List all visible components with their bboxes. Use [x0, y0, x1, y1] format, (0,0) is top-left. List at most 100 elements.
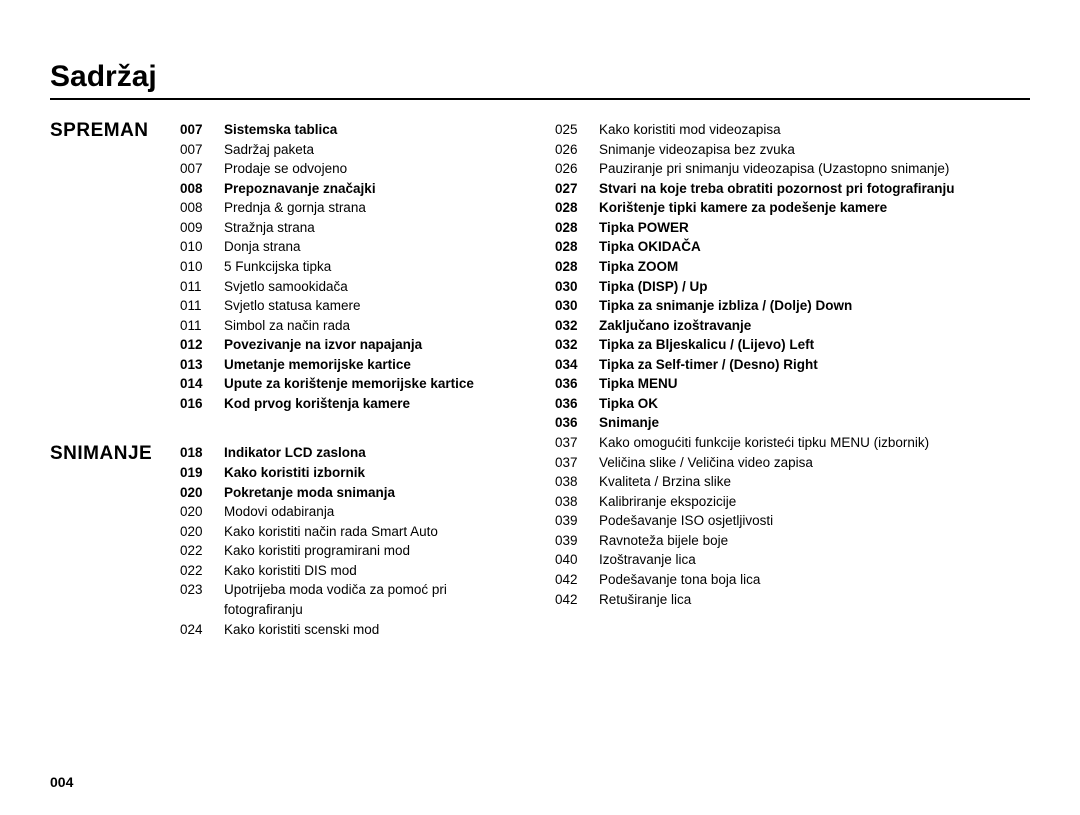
toc-entry-text: Tipka POWER — [599, 218, 1030, 238]
toc-row: 038Kalibriranje ekspozicije — [555, 492, 1030, 512]
toc-page-num: 020 — [180, 522, 224, 542]
toc-row: 023Upotrijeba moda vodiča za pomoć pri f… — [180, 580, 525, 619]
toc-page-num: 028 — [555, 237, 599, 257]
toc-page-num: 018 — [180, 443, 224, 463]
toc-row: 036Tipka MENU — [555, 374, 1030, 394]
toc-entry-text: Kvaliteta / Brzina slike — [599, 472, 1030, 492]
toc-page-num: 042 — [555, 590, 599, 610]
toc-page-num: 037 — [555, 453, 599, 473]
toc-entry-text: Retuširanje lica — [599, 590, 1030, 610]
toc-page-num: 022 — [180, 561, 224, 581]
toc-row: 009Stražnja strana — [180, 218, 525, 238]
toc-row: 007Sistemska tablica — [180, 120, 525, 140]
toc-row: 008Prednja & gornja strana — [180, 198, 525, 218]
toc-entry-text: Prodaje se odvojeno — [224, 159, 525, 179]
toc-row: 011Simbol za način rada — [180, 316, 525, 336]
toc-row: 028Korištenje tipki kamere za podešenje … — [555, 198, 1030, 218]
toc-entry-text: Stražnja strana — [224, 218, 525, 238]
toc-entry-text: Tipka za Self-timer / (Desno) Right — [599, 355, 1030, 375]
toc-row: 018Indikator LCD zaslona — [180, 443, 525, 463]
toc-page-num: 037 — [555, 433, 599, 453]
toc-row: 0105 Funkcijska tipka — [180, 257, 525, 277]
toc-entry-text: Tipka za Bljeskalicu / (Lijevo) Left — [599, 335, 1030, 355]
toc-row: 032Zaključano izoštravanje — [555, 316, 1030, 336]
section-label: SNIMANJE — [50, 443, 180, 639]
toc-page-num: 036 — [555, 413, 599, 433]
toc-entry-text: Podešavanje tona boja lica — [599, 570, 1030, 590]
toc-page-num: 020 — [180, 483, 224, 503]
toc-row: 028Tipka POWER — [555, 218, 1030, 238]
toc-page-num: 019 — [180, 463, 224, 483]
toc-page-num: 013 — [180, 355, 224, 375]
toc-page-num: 016 — [180, 394, 224, 414]
toc-entry-text: Kod prvog korištenja kamere — [224, 394, 525, 414]
toc-row: 008Prepoznavanje značajki — [180, 179, 525, 199]
toc-entry-text: Pokretanje moda snimanja — [224, 483, 525, 503]
toc-entry-text: Simbol za način rada — [224, 316, 525, 336]
toc-page-num: 040 — [555, 550, 599, 570]
toc-entry-text: Tipka OK — [599, 394, 1030, 414]
page-number: 004 — [50, 774, 73, 790]
toc-page-num: 036 — [555, 374, 599, 394]
toc-row: 037Kako omogućiti funkcije koristeći tip… — [555, 433, 1030, 453]
toc-page-num: 020 — [180, 502, 224, 522]
column-right: 025Kako koristiti mod videozapisa026Snim… — [555, 120, 1030, 669]
toc-page-num: 007 — [180, 120, 224, 140]
toc-page-num: 025 — [555, 120, 599, 140]
toc-row: 022Kako koristiti DIS mod — [180, 561, 525, 581]
toc-entry-text: Podešavanje ISO osjetljivosti — [599, 511, 1030, 531]
toc-row: 042Podešavanje tona boja lica — [555, 570, 1030, 590]
toc-row: 019Kako koristiti izbornik — [180, 463, 525, 483]
toc-section: SNIMANJE018Indikator LCD zaslona019Kako … — [50, 443, 525, 639]
toc-entry-text: Modovi odabiranja — [224, 502, 525, 522]
toc-entry-text: Tipka ZOOM — [599, 257, 1030, 277]
toc-page-num: 034 — [555, 355, 599, 375]
toc-entry-text: Snimanje videozapisa bez zvuka — [599, 140, 1030, 160]
toc-entry-text: Tipka MENU — [599, 374, 1030, 394]
toc-row: 020Pokretanje moda snimanja — [180, 483, 525, 503]
toc-page-num: 026 — [555, 140, 599, 160]
toc-row: 020Kako koristiti način rada Smart Auto — [180, 522, 525, 542]
toc-page-num: 036 — [555, 394, 599, 414]
toc-entry-text: 5 Funkcijska tipka — [224, 257, 525, 277]
toc-section: SPREMAN007Sistemska tablica007Sadržaj pa… — [50, 120, 525, 413]
toc-page-num: 007 — [180, 159, 224, 179]
toc-entries: 025Kako koristiti mod videozapisa026Snim… — [555, 120, 1030, 609]
toc-page-num: 011 — [180, 296, 224, 316]
toc-page-num: 039 — [555, 511, 599, 531]
toc-row: 040Izoštravanje lica — [555, 550, 1030, 570]
toc-row: 036Snimanje — [555, 413, 1030, 433]
toc-row: 026Snimanje videozapisa bez zvuka — [555, 140, 1030, 160]
section-label: SPREMAN — [50, 120, 180, 413]
content-columns: SPREMAN007Sistemska tablica007Sadržaj pa… — [50, 120, 1030, 669]
toc-row: 016Kod prvog korištenja kamere — [180, 394, 525, 414]
toc-row: 027Stvari na koje treba obratiti pozorno… — [555, 179, 1030, 199]
toc-page-num: 028 — [555, 257, 599, 277]
toc-entry-text: Svjetlo statusa kamere — [224, 296, 525, 316]
toc-entry-text: Korištenje tipki kamere za podešenje kam… — [599, 198, 1030, 218]
toc-page-num: 038 — [555, 472, 599, 492]
toc-entry-text: Tipka OKIDAČA — [599, 237, 1030, 257]
toc-row: 007Prodaje se odvojeno — [180, 159, 525, 179]
toc-page-num: 032 — [555, 316, 599, 336]
toc-row: 025Kako koristiti mod videozapisa — [555, 120, 1030, 140]
toc-page-num: 012 — [180, 335, 224, 355]
toc-entry-text: Sistemska tablica — [224, 120, 525, 140]
toc-page-num: 039 — [555, 531, 599, 551]
toc-row: 036Tipka OK — [555, 394, 1030, 414]
toc-page-num: 028 — [555, 198, 599, 218]
toc-entry-text: Umetanje memorijske kartice — [224, 355, 525, 375]
toc-row: 042Retuširanje lica — [555, 590, 1030, 610]
toc-row: 007Sadržaj paketa — [180, 140, 525, 160]
toc-entry-text: Kalibriranje ekspozicije — [599, 492, 1030, 512]
toc-row: 030Tipka (DISP) / Up — [555, 277, 1030, 297]
toc-row: 020Modovi odabiranja — [180, 502, 525, 522]
toc-entry-text: Prepoznavanje značajki — [224, 179, 525, 199]
toc-page-num: 028 — [555, 218, 599, 238]
toc-page-num: 038 — [555, 492, 599, 512]
toc-page-num: 007 — [180, 140, 224, 160]
toc-row: 039Podešavanje ISO osjetljivosti — [555, 511, 1030, 531]
toc-entry-text: Tipka (DISP) / Up — [599, 277, 1030, 297]
toc-entry-text: Povezivanje na izvor napajanja — [224, 335, 525, 355]
toc-row: 026Pauziranje pri snimanju videozapisa (… — [555, 159, 1030, 179]
